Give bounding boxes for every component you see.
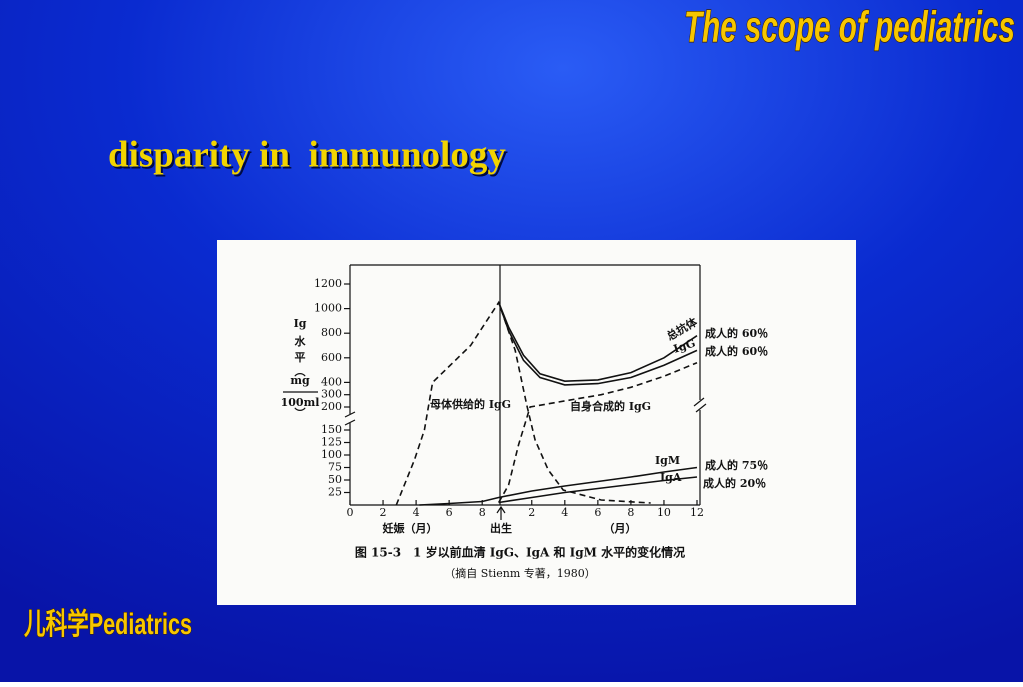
y-axis-label: mg: [290, 374, 310, 387]
series-line: [419, 466, 698, 506]
y-tick-label: 1200: [314, 277, 342, 290]
series-label: IgM: [655, 454, 680, 467]
slide-title: disparity in immunology: [108, 134, 506, 175]
series-label: IgA: [660, 471, 682, 484]
axis-break: [344, 419, 356, 426]
y-tick-label: 75: [328, 461, 342, 474]
y-axis-label: 100ml: [281, 396, 320, 409]
y-tick-label: 25: [328, 486, 342, 499]
x-tick-label: 12: [690, 506, 704, 519]
course-header: The scope of pediatrics: [684, 2, 1015, 51]
x-tick-label: 4: [413, 506, 420, 519]
figure-panel: [217, 240, 856, 605]
x-tick-label: 0: [347, 506, 354, 519]
x-tick-label: 2: [528, 506, 535, 519]
x-tick-label: 6: [594, 506, 601, 519]
y-axis-label: 平: [295, 351, 306, 364]
x-tick-label: 10: [657, 506, 671, 519]
y-tick-label: 300: [321, 388, 342, 401]
annotation: 成人的 20％: [703, 476, 766, 490]
x-axis-label: （月）: [604, 522, 637, 535]
y-tick-label: 200: [321, 400, 342, 413]
y-tick-label: 50: [328, 473, 342, 486]
annotation: 成人的 75％: [705, 458, 768, 472]
y-tick-label: 125: [321, 436, 342, 449]
y-axis-label: ︶: [294, 406, 307, 420]
axis-break: [344, 411, 356, 418]
y-tick-label: 400: [321, 375, 342, 388]
x-tick-label: 6: [446, 506, 453, 519]
series-label: 母体供给的 IgG: [430, 397, 511, 411]
birth-arrow-head: [496, 505, 506, 514]
y-tick-label: 800: [321, 326, 342, 339]
x-tick-label: 2: [380, 506, 387, 519]
x-axis-label: 妊娠（月）: [383, 521, 438, 535]
footer: 儿科学Pediatrics: [24, 606, 192, 640]
x-tick-label: 8: [479, 506, 486, 519]
series-line: [497, 302, 698, 386]
x-tick-label: 8: [627, 506, 634, 519]
series-line: [395, 300, 651, 506]
annotation: 成人的 60％: [705, 326, 768, 340]
x-axis-label: 出生: [490, 521, 512, 535]
y-axis-label: ︵: [294, 365, 307, 378]
axis-break: [695, 403, 707, 413]
axis-break: [693, 397, 705, 407]
y-tick-label: 1000: [314, 302, 342, 315]
y-axis-label: 水: [295, 334, 307, 348]
series-line: [498, 476, 698, 504]
y-tick-label: 600: [321, 351, 342, 364]
figure-source: （摘自 Stienm 专著，1980）: [444, 566, 596, 580]
series-line: [498, 361, 698, 503]
x-tick-label: 4: [561, 506, 568, 519]
annotation: 成人的 60％: [705, 344, 768, 358]
series-label: 自身合成的 IgG: [570, 399, 651, 413]
y-tick-label: 150: [321, 423, 342, 436]
y-tick-label: 100: [321, 448, 342, 461]
series-line: [497, 302, 698, 383]
y-axis-label: Ig: [294, 317, 307, 330]
figure-caption: 图 15-3 1 岁以前血清 IgG、IgA 和 IgM 水平的变化情况: [355, 545, 685, 560]
